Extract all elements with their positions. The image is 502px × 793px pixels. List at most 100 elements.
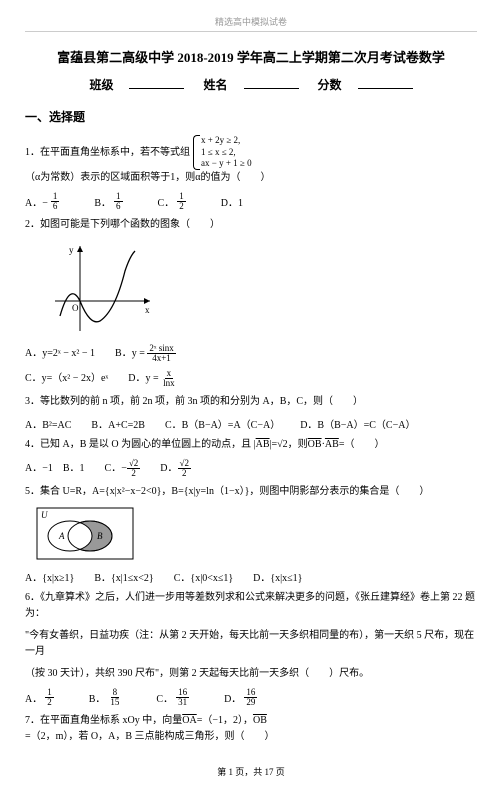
q2-optsAB: A．y=2ˣ − x² − 1 B．y = 2ˣ sinx4x+1 (25, 344, 477, 363)
q6-a-den: 2 (45, 698, 54, 707)
q5-optA: A．{x|x≥1} (25, 569, 74, 584)
q5-optB: B．{x|1≤x<2} (94, 569, 153, 584)
q1-optC: C．12 (158, 192, 186, 211)
question-6-l3: （按 30 天计），共织 390 尺布"，则第 2 天起每天比前一天多织（ ）尺… (25, 666, 477, 682)
q6-options: A．12 B．815 C．1631 D．1629 (25, 688, 477, 707)
q6-d-den: 29 (244, 698, 257, 707)
q6-fracD: 1629 (244, 688, 257, 707)
q1-prefix: 1．在平面直角坐标系中，若不等式组 (25, 145, 190, 161)
q2-optsCD: C．y=（x² − 2x）eˣ D．y = xlnx (25, 369, 477, 388)
q6-fracB: 815 (108, 688, 121, 707)
q6-b-num: 8 (111, 688, 120, 698)
class-label: 班级 (89, 76, 113, 93)
score-label: 分数 (318, 76, 342, 93)
q4-fracC: √22 (127, 459, 140, 478)
q4-options: A．−1 B．1 C．− √22 D． √22 (25, 459, 477, 478)
q6-fracA: 12 (45, 688, 54, 707)
exam-title: 富蕴县第二高级中学 2018-2019 学年高二上学期第二次月考试卷数学 (25, 47, 477, 66)
q6-optA-label: A． (25, 690, 42, 705)
q5-venn: U A B (35, 506, 477, 564)
question-6-l2: "今有女善织，日益功疾（注：从第 2 天开始，每天比前一天多织相同量的布），第一… (25, 628, 477, 660)
q7-ob: OB (253, 713, 267, 729)
q2-b-den: 4x+1 (150, 354, 173, 363)
q5-optD: D．{x|x≤1} (253, 569, 302, 584)
q6-d-num: 16 (244, 688, 257, 698)
name-blank (244, 77, 299, 89)
svg-text:x: x (145, 305, 150, 315)
q1-b-den: 6 (114, 202, 123, 211)
q1-optD: D．1 (221, 192, 243, 211)
q3-optA: A．B²=AC (25, 416, 71, 431)
q6-optC: C．1631 (156, 688, 189, 707)
q1-optC-label: C． (158, 194, 175, 209)
page-header: 精选高中模拟试卷 (25, 15, 477, 32)
q6-optC-label: C． (156, 690, 173, 705)
q3-options: A．B²=AC B．A+C=2B C．B（B−A）=A（C−A） D．B（B−A… (25, 416, 477, 431)
svg-text:A: A (58, 531, 65, 541)
q6-fracC: 1631 (176, 688, 189, 707)
q4-ab: AB (256, 437, 270, 453)
question-7: 7．在平面直角坐标系 xOy 中，向量 OA =（−1，2）， OB =（2，m… (25, 713, 477, 745)
q3-optB: B．A+C=2B (91, 416, 145, 431)
svg-text:O: O (72, 303, 79, 313)
q4-eq: =（ ） (339, 437, 385, 453)
q4-optA: A．−1 B．1 C．− (25, 461, 127, 477)
q6-a-num: 1 (45, 688, 54, 698)
section-1-head: 一、选择题 (25, 108, 477, 125)
q1-sys1: x + 2y ≥ 2, (201, 135, 252, 147)
q2-d-den: lnx (161, 379, 177, 388)
q7-text: 7．在平面直角坐标系 xOy 中，向量 (25, 713, 182, 729)
name-label: 姓名 (203, 76, 227, 93)
q6-optD: D．1629 (224, 688, 257, 707)
q4-c-den: 2 (129, 469, 138, 478)
q1-options: A．−16 B．16 C．12 D．1 (25, 192, 477, 211)
q7-mid: =（−1，2）， (197, 713, 253, 729)
q2-optC: C．y=（x² − 2x）eˣ D．y = (25, 371, 159, 387)
q1-sys3: ax − y + 1 ≥ 0 (201, 158, 252, 170)
q1-suffix: （α为常数）表示的区域面积等于1，则α的值为（ ） (25, 170, 270, 186)
q3-optC: C．B（B−A）=A（C−A） (165, 416, 280, 431)
q1-optB-label: B． (94, 194, 111, 209)
q4-mid: |=√2，则 (270, 437, 308, 453)
q6-b-den: 15 (108, 698, 121, 707)
q1-fracA: 16 (51, 192, 60, 211)
question-5: 5．集合 U=R，A={x|x²−x−2<0}，B={x|y=ln（1−x）}，… (25, 484, 477, 500)
q1-a-den: 6 (51, 202, 60, 211)
q1-optA-label: A．− (25, 194, 48, 209)
q3-optD: D．B（B−A）=C（C−A） (300, 416, 415, 431)
q4-fracD: √22 (178, 459, 191, 478)
svg-text:y: y (69, 245, 74, 255)
q1-system: x + 2y ≥ 2, 1 ≤ x ≤ 2, ax − y + 1 ≥ 0 (193, 135, 252, 170)
venn-u: U (41, 510, 48, 520)
question-4: 4．已知 A，B 是以 O 为圆心的单位圆上的动点，且 | AB |=√2，则 … (25, 437, 477, 453)
q6-c-den: 31 (176, 698, 189, 707)
q6-c-num: 16 (176, 688, 189, 698)
score-blank (358, 77, 413, 89)
q4-ob: OB (308, 437, 322, 453)
q4-ab2: AB (325, 437, 339, 453)
q5-options: A．{x|x≥1} B．{x|1≤x<2} C．{x|0<x≤1} D．{x|x… (25, 569, 477, 584)
q1-optB: B．16 (94, 192, 122, 211)
question-1: 1．在平面直角坐标系中，若不等式组 x + 2y ≥ 2, 1 ≤ x ≤ 2,… (25, 135, 477, 186)
info-row: 班级 姓名 分数 (25, 76, 477, 93)
q1-optA: A．−16 (25, 192, 59, 211)
q1-sys2: 1 ≤ x ≤ 2, (201, 147, 252, 159)
class-blank (129, 77, 184, 89)
question-2: 2．如图可能是下列哪个函数的图象（ ） (25, 217, 477, 233)
q7-mid2: =（2，m），若 O，A，B 三点能构成三角形，则（ ） (25, 729, 275, 745)
q2-optA: A．y=2ˣ − x² − 1 B．y = (25, 346, 145, 362)
q2-fracB: 2ˣ sinx4x+1 (147, 344, 175, 363)
q4-optD: D． (140, 461, 177, 477)
q1-c-den: 2 (177, 202, 186, 211)
q1-fracC: 12 (177, 192, 186, 211)
q6-optB-label: B． (89, 690, 106, 705)
q6-optD-label: D． (224, 690, 241, 705)
q7-oa: OA (182, 713, 196, 729)
q4-d-den: 2 (180, 469, 189, 478)
svg-text:B: B (97, 531, 103, 541)
q1-fracB: 16 (114, 192, 123, 211)
q6-optB: B．815 (89, 688, 122, 707)
question-6-l1: 6．《九章算术》之后，人们进一步用等差数列求和公式来解决更多的问题，《张丘建算经… (25, 590, 477, 622)
question-3: 3．等比数列的前 n 项，前 2n 项，前 3n 项的和分别为 A，B，C，则（… (25, 394, 477, 410)
page-footer: 第 1 页，共 17 页 (25, 765, 477, 778)
